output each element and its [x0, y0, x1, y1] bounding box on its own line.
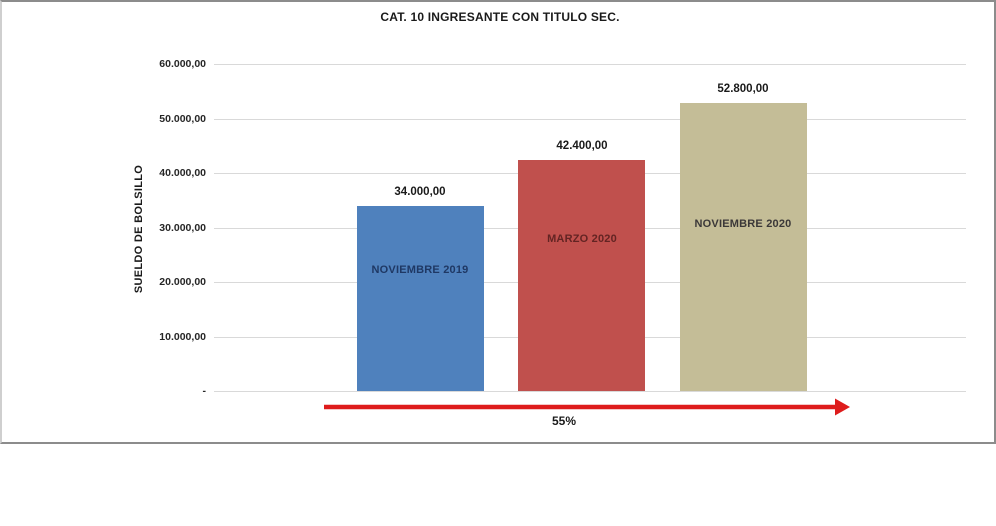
gridline-50000: [214, 119, 966, 120]
category-label-marzo-2020: MARZO 2020: [547, 233, 617, 245]
chart-title: CAT. 10 INGRESANTE CON TITULO SEC.: [380, 10, 620, 24]
y-tick-label-40000: 40.000,00: [159, 167, 206, 179]
category-label-noviembre-2020: NOVIEMBRE 2020: [694, 218, 792, 230]
y-tick-label-60000: 60.000,00: [159, 58, 206, 70]
bar-noviembre-2020: [680, 103, 807, 391]
y-tick-label-50000: 50.000,00: [159, 113, 206, 125]
gridline-0: [214, 391, 966, 392]
value-label-marzo-2020: 42.400,00: [556, 140, 608, 152]
category-label-noviembre-2019: NOVIEMBRE 2019: [371, 264, 469, 276]
value-label-noviembre-2020: 52.800,00: [717, 83, 769, 95]
increase-arrow: [312, 394, 862, 420]
increase-arrow-icon: [324, 398, 850, 416]
bar-marzo-2020: [518, 160, 645, 391]
y-tick-label-20000: 20.000,00: [159, 276, 206, 288]
gridline-60000: [214, 64, 966, 65]
chart-frame: CAT. 10 INGRESANTE CON TITULO SEC. SUELD…: [0, 0, 996, 444]
y-tick-label-0: -: [202, 385, 207, 397]
y-tick-label-30000: 30.000,00: [159, 222, 206, 234]
bar-noviembre-2019: [357, 206, 484, 391]
y-tick-label-10000: 10.000,00: [159, 331, 206, 343]
value-label-noviembre-2019: 34.000,00: [394, 186, 446, 198]
percent-change-label: 55%: [551, 414, 577, 428]
